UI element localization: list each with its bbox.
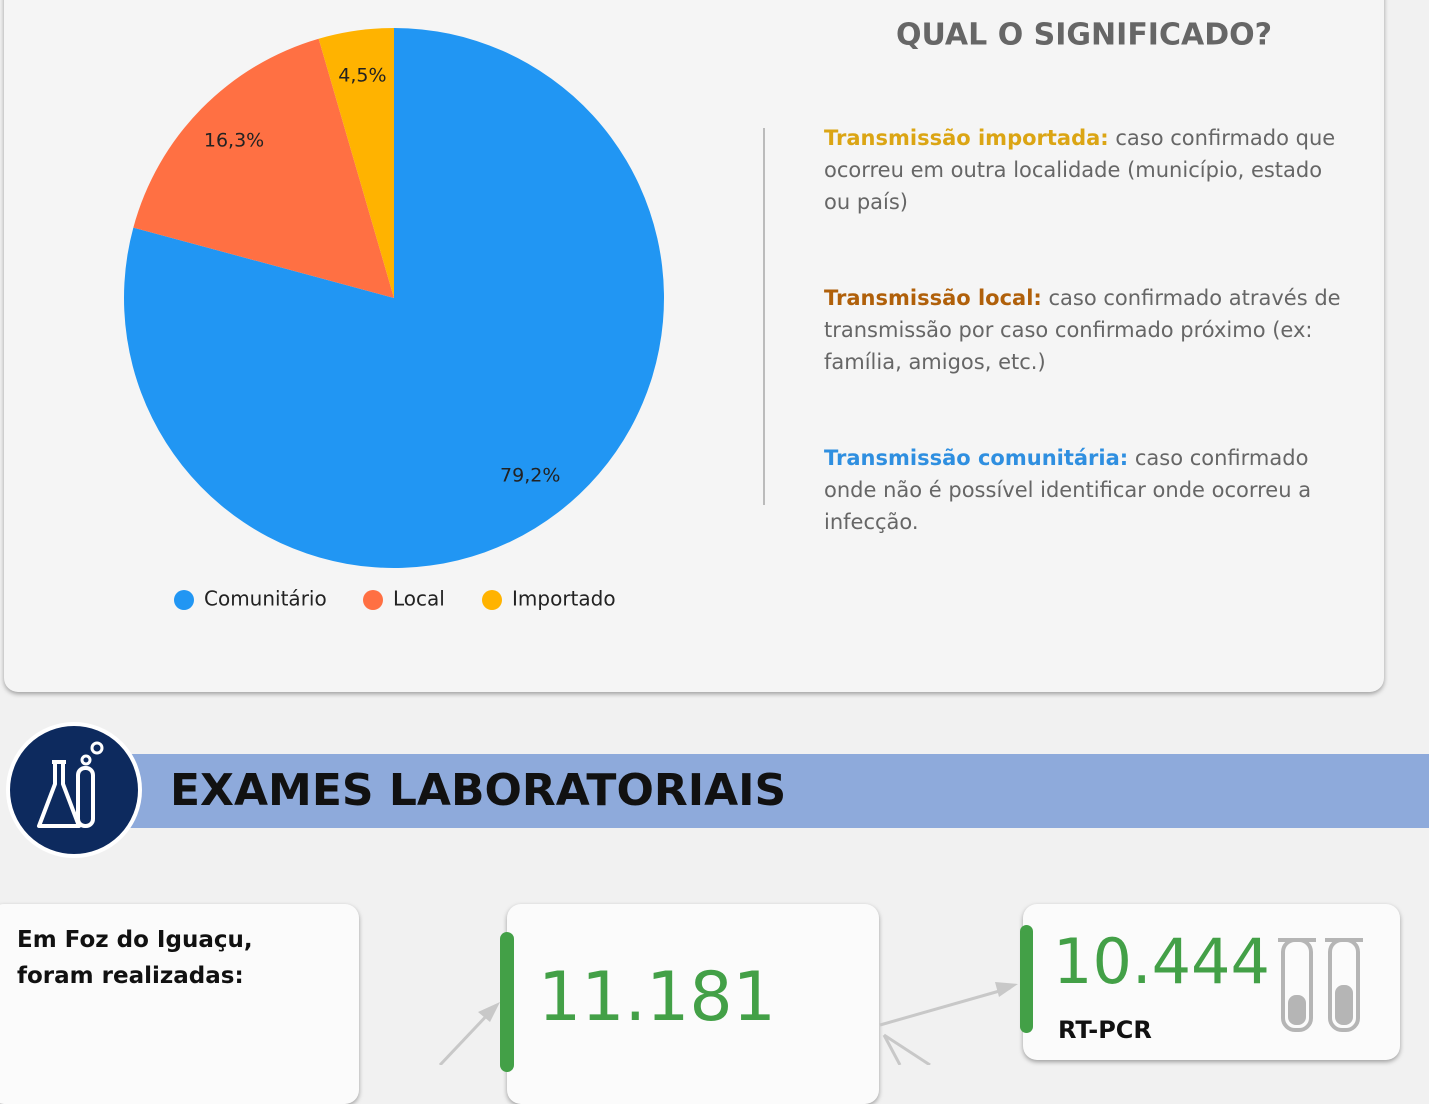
explanation-list: Transmissão importada: caso confirmado q… [824,122,1344,538]
intro-text: Em Foz do Iguaçu, foram realizadas: [17,927,253,989]
definition: caso confirmado que ocorreu em outra loc… [824,126,1336,214]
legend-swatch [363,590,383,610]
explanation-item: Transmissão comunitária: caso confirmado… [824,442,1344,538]
legend-label: Importado [512,587,616,611]
explanation-item: Transmissão importada: caso confirmado q… [824,122,1344,218]
rtpcr-label: RT-PCR [1058,1016,1152,1044]
legend-swatch [174,590,194,610]
slice-label: 16,3% [204,130,264,152]
section-banner [70,754,1429,828]
decorations [438,938,1363,1065]
legend-label: Local [393,587,445,611]
explanation-title: QUAL O SIGNIFICADO? [896,18,1272,53]
accent-bar [1020,925,1033,1033]
page: QUAL O SIGNIFICADO? 79,2% 16,3% 4,5% Comuni… [6,17,1429,1072]
lab-icon [6,722,142,858]
pie-slice [318,28,394,298]
slice-label: 79,2% [500,464,560,486]
accent-bar [500,932,514,1072]
term: Transmissão importada: [824,126,1109,150]
definition: caso confirmado através de transmissão p… [824,286,1341,374]
explanation-item: Transmissão local: caso confirmado atrav… [824,282,1344,378]
term: Transmissão comunitária: [824,446,1129,470]
slice-label: 4,5% [338,65,386,87]
term: Transmissão local: [824,286,1042,310]
definition: caso confirmado onde não é possível iden… [824,446,1312,534]
pie-chart: QUAL O SIGNIFICADO? 79,2% 16,3% 4,5% Comuni… [123,18,1272,611]
total-value: 11.181 [538,958,776,1037]
rtpcr-value: 10.444 [1053,925,1270,998]
pie-slice [123,28,665,568]
legend-swatch [482,590,502,610]
pie-slice [133,38,394,298]
rtpcr-card [1023,904,1400,1060]
section-title: EXAMES LABORATORIAIS [170,765,787,816]
legend-label: Comunitário [204,587,327,611]
